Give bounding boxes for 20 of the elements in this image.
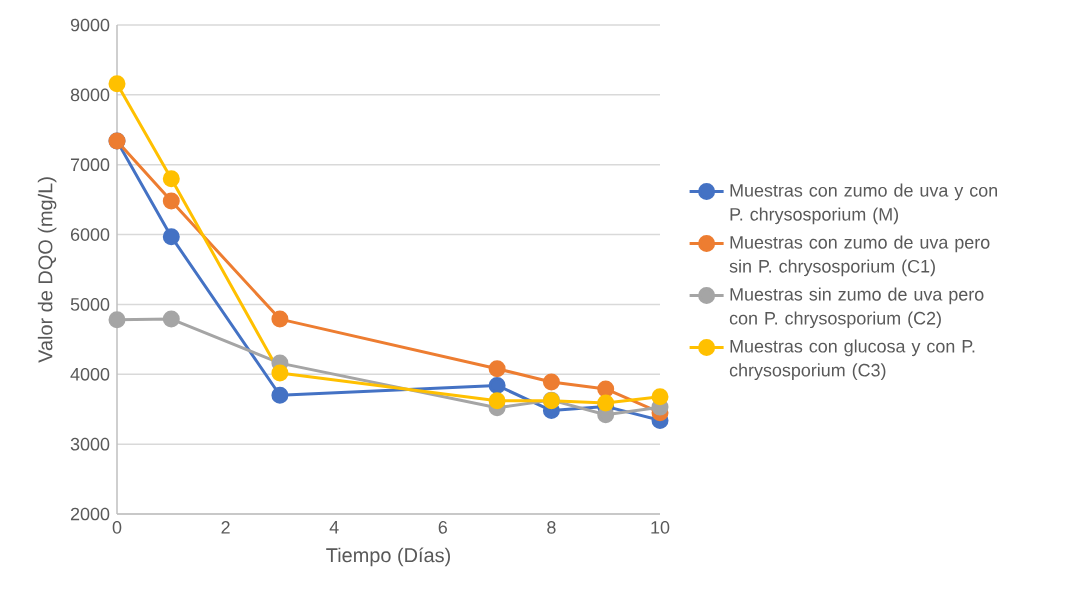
y-tick-label: 5000: [70, 298, 110, 311]
legend-label: Muestras sin zumo de uva pero con P. chrysosporium (C2): [729, 287, 984, 329]
legend-label: Muestras con zumo de uva pero sin P. chrysosporium (C1): [729, 235, 990, 277]
x-tick-label: 0: [112, 521, 122, 534]
y-tick-label: 4000: [70, 367, 110, 381]
y-tick-label: 8000: [70, 88, 110, 102]
legend-label: Muestras con glucosa y con P. chrysosporium (C3): [729, 339, 975, 381]
x-tick-label: 8: [547, 521, 556, 534]
x-tick-label: 2: [221, 521, 230, 534]
x-axis-title: Tiempo (Días): [326, 547, 450, 567]
y-tick-label: 7000: [70, 158, 110, 172]
legend-label: Muestras con zumo de uva y con P. chrysosporium (M): [730, 183, 997, 225]
y-tick-label: 3000: [70, 437, 110, 451]
y-tick-label: 2000: [70, 507, 110, 521]
x-tick-label: 10: [651, 521, 670, 534]
x-tick-label: 6: [438, 521, 447, 534]
y-tick-label: 6000: [70, 228, 110, 241]
y-tick-label: 9000: [70, 18, 110, 32]
y-axis-title: Valor de DQO (mg/L): [37, 177, 57, 363]
x-tick-label: 4: [329, 521, 339, 534]
